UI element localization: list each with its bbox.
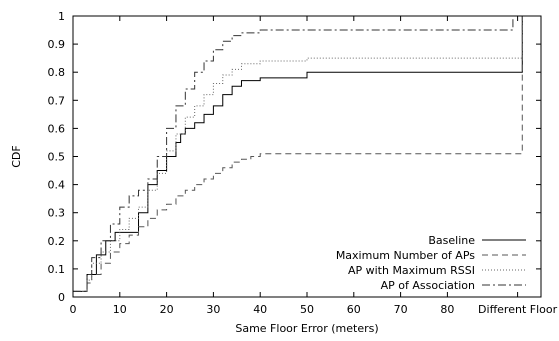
legend: Baseline Maximum Number of APs AP with Max… bbox=[336, 234, 526, 292]
x-tick-label: Different Floor bbox=[478, 303, 558, 316]
y-tick-label: 0.3 bbox=[48, 207, 66, 220]
y-tick-label: 0.1 bbox=[48, 263, 66, 276]
series-layer bbox=[73, 15, 541, 292]
x-axis-label: Same Floor Error (meters) bbox=[235, 322, 378, 335]
series-line-1 bbox=[73, 16, 523, 292]
x-tick-label: 80 bbox=[440, 303, 454, 316]
x-tick-label: 60 bbox=[347, 303, 361, 316]
series-line-2 bbox=[73, 16, 523, 292]
y-tick-label: 1 bbox=[58, 10, 65, 23]
legend-label: AP with Maximum RSSI bbox=[348, 264, 475, 277]
x-tick-label: 30 bbox=[206, 303, 220, 316]
x-tick-label: 10 bbox=[113, 303, 127, 316]
legend-label: AP of Association bbox=[381, 279, 475, 292]
axes: 0 10 20 30 40 50 60 70 80 Different Floor 0 0.1 0.2… bbox=[48, 10, 558, 316]
plot-frame bbox=[72, 15, 542, 298]
legend-label: Baseline bbox=[428, 234, 475, 247]
y-axis-ticks: 0 0.1 0.2 0.3 0.4 0.5 0.6 0.7 0.8 0.9 1 bbox=[48, 10, 541, 304]
x-tick-label: 0 bbox=[70, 303, 77, 316]
x-tick-label: 70 bbox=[394, 303, 408, 316]
legend-label: Maximum Number of APs bbox=[336, 249, 475, 262]
x-tick-label: 40 bbox=[253, 303, 267, 316]
series-line-0 bbox=[73, 15, 541, 292]
y-tick-label: 0.7 bbox=[48, 94, 66, 107]
series-line-3 bbox=[73, 16, 514, 292]
x-axis-ticks: 0 10 20 30 40 50 60 70 80 Different Floor bbox=[70, 16, 558, 316]
y-tick-label: 0.6 bbox=[48, 122, 66, 135]
x-tick-label: 20 bbox=[160, 303, 174, 316]
y-tick-label: 0.2 bbox=[48, 235, 66, 248]
y-tick-label: 0.5 bbox=[48, 151, 66, 164]
y-axis-label: CDF bbox=[10, 145, 23, 167]
y-tick-label: 0.9 bbox=[48, 38, 66, 51]
y-tick-label: 0.8 bbox=[48, 66, 66, 79]
y-tick-label: 0.4 bbox=[48, 179, 66, 192]
y-tick-label: 0 bbox=[58, 291, 65, 304]
x-tick-label: 50 bbox=[300, 303, 314, 316]
